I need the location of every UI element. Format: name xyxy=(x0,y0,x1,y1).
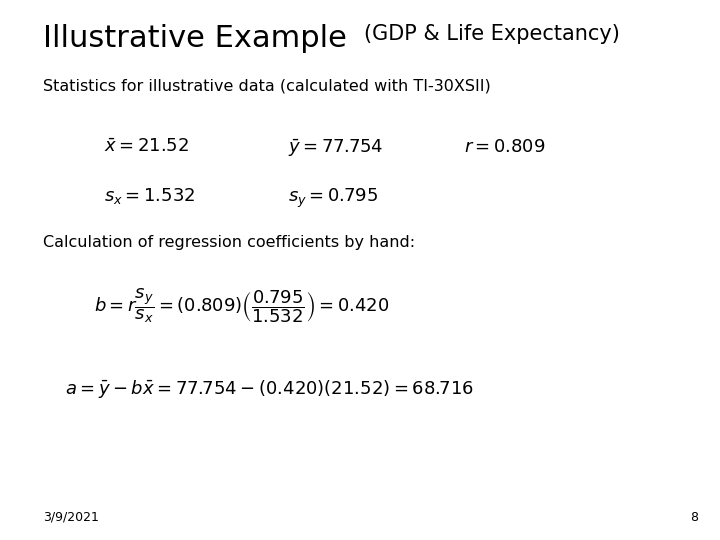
Text: $a = \bar{y} - b\bar{x} = 77.754 - (0.420)(21.52) = 68.716$: $a = \bar{y} - b\bar{x} = 77.754 - (0.42… xyxy=(65,378,474,400)
Text: $s_y = 0.795$: $s_y = 0.795$ xyxy=(288,186,378,210)
Text: Illustrative Example: Illustrative Example xyxy=(43,24,347,53)
Text: Calculation of regression coefficients by hand:: Calculation of regression coefficients b… xyxy=(43,235,415,250)
Text: $\bar{x} = 21.52$: $\bar{x} = 21.52$ xyxy=(104,138,189,156)
Text: $\bar{y} = 77.754$: $\bar{y} = 77.754$ xyxy=(288,138,384,159)
Text: (GDP & Life Expectancy): (GDP & Life Expectancy) xyxy=(364,24,619,44)
Text: $s_x = 1.532$: $s_x = 1.532$ xyxy=(104,186,196,206)
Text: $r = 0.809$: $r = 0.809$ xyxy=(464,138,546,156)
Text: $b = r\dfrac{s_y}{s_x} = (0.809)\left(\dfrac{0.795}{1.532}\right) = 0.420$: $b = r\dfrac{s_y}{s_x} = (0.809)\left(\d… xyxy=(94,286,389,325)
Text: 3/9/2021: 3/9/2021 xyxy=(43,511,99,524)
Text: Statistics for illustrative data (calculated with TI-30XSII): Statistics for illustrative data (calcul… xyxy=(43,78,491,93)
Text: 8: 8 xyxy=(690,511,698,524)
